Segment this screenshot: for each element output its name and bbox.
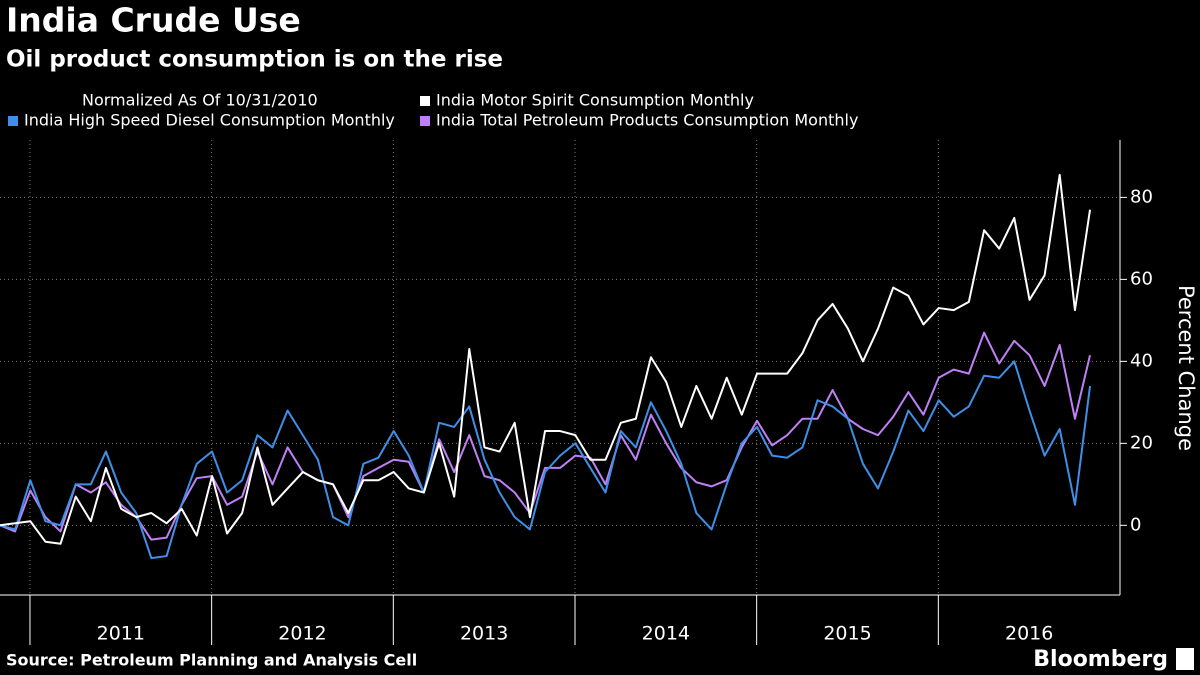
y-axis-title: Percent Change	[1174, 285, 1198, 451]
chart-title: India Crude Use	[6, 1, 301, 40]
y-tick-label: 0	[1130, 514, 1141, 535]
logo-icon	[1176, 648, 1194, 670]
legend-swatch	[420, 116, 430, 126]
source: Source: Petroleum Planning and Analysis …	[6, 651, 417, 670]
y-tick-label: 60	[1130, 268, 1153, 289]
legend-title: Normalized As Of 10/31/2010	[82, 91, 318, 110]
series-line	[0, 360, 1092, 560]
logo: Bloomberg	[1033, 647, 1168, 672]
x-tick-label: 2015	[823, 623, 871, 645]
legend-swatch	[8, 116, 18, 126]
legend-label: India High Speed Diesel Consumption Mont…	[24, 111, 395, 130]
x-tick-label: 2011	[97, 623, 145, 645]
y-tick-label: 20	[1130, 432, 1153, 453]
x-tick-label: 2012	[278, 623, 326, 645]
series-line	[0, 173, 1092, 545]
x-tick-label: 2014	[642, 623, 690, 645]
legend-label: India Motor Spirit Consumption Monthly	[436, 91, 754, 110]
legend-label: India Total Petroleum Products Consumpti…	[436, 111, 858, 130]
chart-subtitle: Oil product consumption is on the rise	[6, 47, 503, 73]
x-tick-label: 2013	[460, 623, 508, 645]
y-tick-label: 40	[1130, 350, 1153, 371]
x-tick-label: 2016	[1005, 623, 1053, 645]
y-tick-label: 80	[1130, 186, 1153, 207]
legend-swatch	[420, 96, 430, 106]
